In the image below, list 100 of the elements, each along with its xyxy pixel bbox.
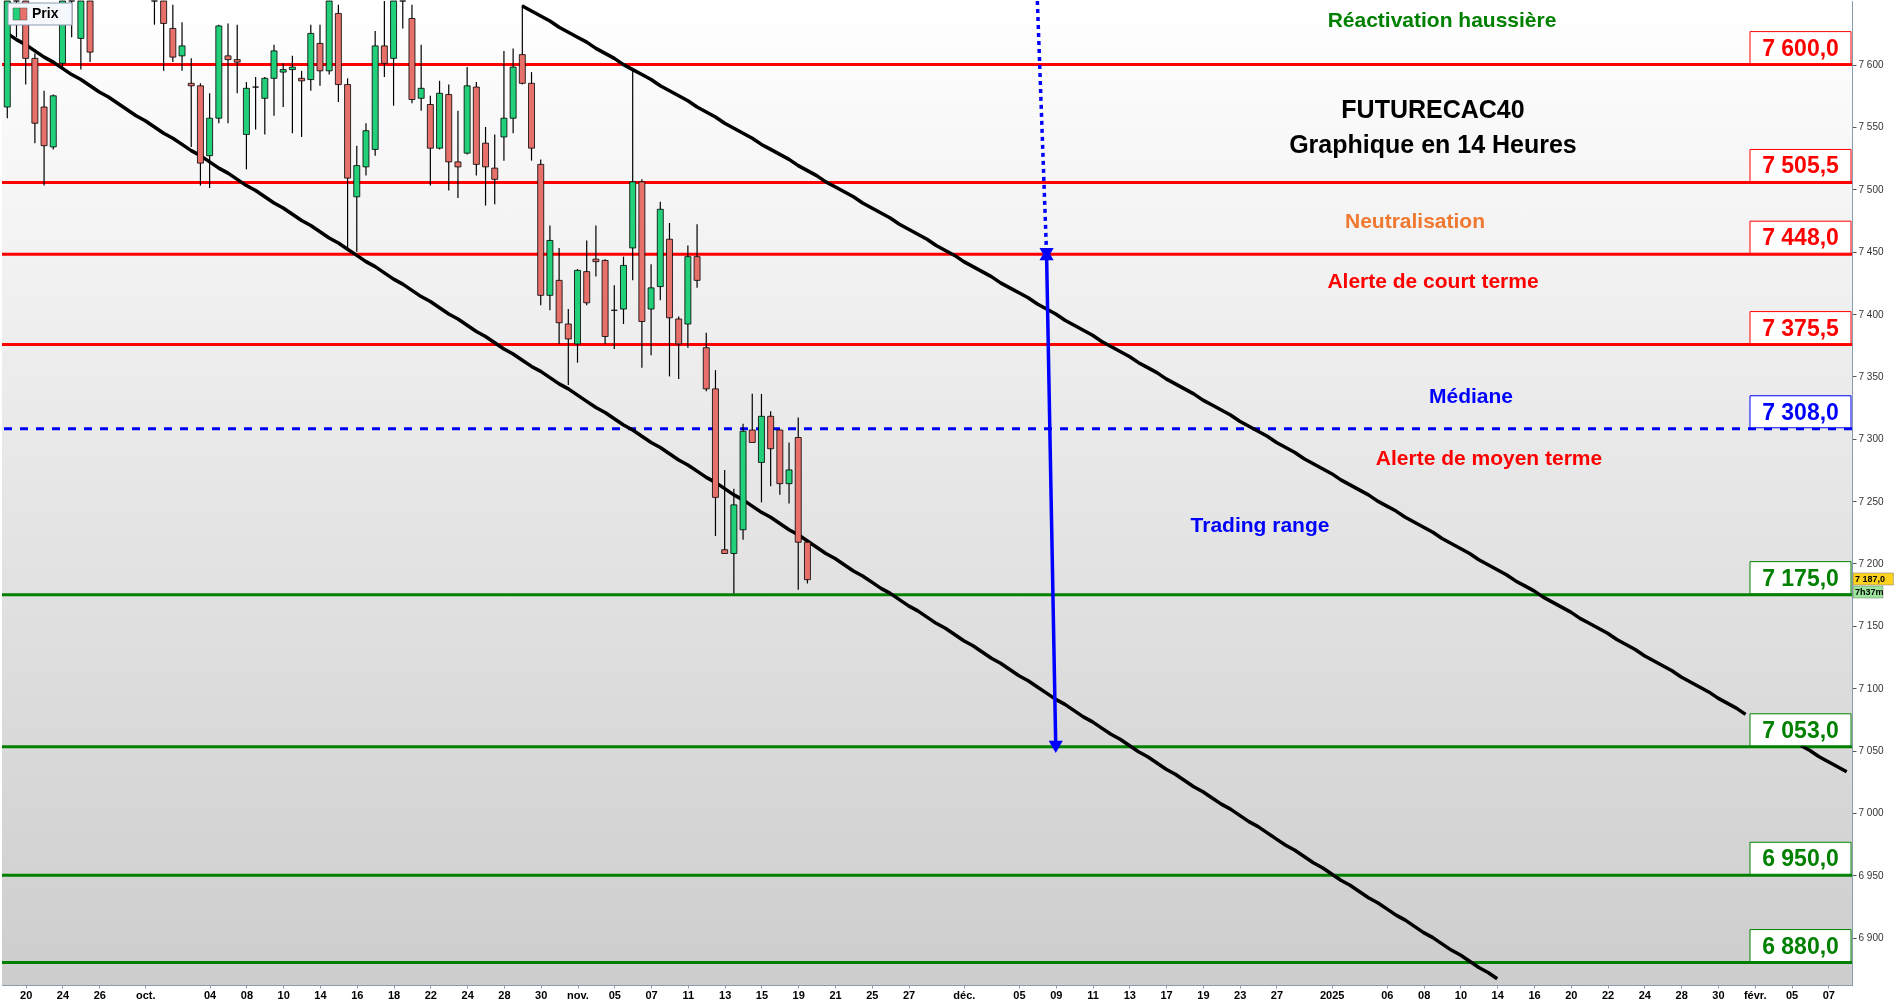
candlestick [178,21,186,72]
x-tick-label: oct. [135,988,156,1001]
x-tick-label: 13 [1123,988,1136,1001]
x-tick-label: 24 [1638,988,1652,1001]
y-tick-label: 7 200 [1858,557,1884,569]
x-tick-label: 04 [204,988,218,1001]
text: FUTURECAC40 [1341,95,1525,123]
annotation: Alerte de moyen terme [1375,446,1603,469]
x-tick-label: 11 [1087,988,1099,1001]
x-tick-label: nov. [567,988,589,1001]
annotation: Alerte de court terme [1327,269,1539,292]
x-tick-label: 24 [56,988,70,1001]
x-tick-label: 24 [461,988,475,1001]
x-tick-label: 14 [1491,988,1505,1001]
candlestick [454,110,462,199]
y-tick-label: 7 400 [1858,308,1884,320]
candlestick [279,62,287,108]
x-tick-label: 07 [645,988,658,1001]
ref-line-label: 7 175,0 [1762,564,1839,591]
candlestick [564,308,572,386]
y-tick-label: 7 300 [1858,433,1884,445]
x-tick-label: 2025 [1319,988,1345,1001]
candlestick [252,76,260,131]
x-tick-label: 11 [682,988,695,1001]
ref-line-label: 7 375,5 [1762,314,1840,341]
x-tick-label: 17 [1160,988,1173,1001]
ref-line-label: 7 448,0 [1762,224,1839,251]
candlestick [399,0,407,30]
annotation: Trading range [1190,513,1330,536]
x-tick-label: déc. [953,988,976,1001]
annotation: Réactivation haussière [1327,8,1557,31]
y-tick-label: 7 250 [1858,495,1884,507]
x-tick-label: 05 [1013,988,1026,1001]
candlestick [160,0,168,72]
y-tick-label: 7 150 [1858,620,1884,632]
x-tick-label: 26 [93,988,106,1001]
candlestick [289,55,296,134]
y-tick-label: 7 000 [1858,807,1884,819]
x-tick-label: 10 [1454,988,1468,1001]
y-tick-label: 7 550 [1858,121,1884,133]
x-tick-label: 05 [608,988,621,1001]
x-tick-label: 08 [1418,988,1431,1001]
x-tick-label: 06 [1381,988,1394,1001]
ref-line-label: 6 950,0 [1762,845,1839,872]
y-tick-label: 7 100 [1858,682,1884,694]
x-tick-label: 20 [1565,988,1578,1001]
x-tick-label: 19 [1197,988,1210,1001]
x-tick-label: 30 [1712,988,1725,1001]
y-tick-label: 7 050 [1858,745,1884,757]
legend-label: Prix [32,5,59,21]
candlestick [151,0,158,26]
text: 7h37m [1855,587,1884,597]
x-tick-label: 19 [792,988,805,1001]
y-tick-label: 6 950 [1858,869,1884,881]
x-tick-label: 16 [351,988,364,1001]
candlestick [380,0,388,78]
x-tick-label: 20 [20,988,33,1001]
x-tick-label: 05 [1785,988,1799,1001]
candlestick [748,393,756,444]
candlestick [482,126,489,207]
candlestick [721,469,729,555]
x-tick-label: 18 [387,988,401,1001]
text: Graphique en 14 Heures [1289,130,1577,158]
candlestick [298,70,305,138]
x-tick-label: 22 [1601,988,1615,1001]
x-tick-label: 23 [1234,988,1247,1001]
x-tick-label: 15 [755,988,769,1001]
candlestick [491,133,499,205]
x-tick-label: 13 [719,988,732,1001]
ref-line-label: 6 880,0 [1762,932,1839,959]
x-tick-label: 16 [1528,988,1541,1001]
y-tick-label: 6 900 [1858,932,1884,944]
ref-line-label: 7 600,0 [1762,34,1839,61]
y-tick-label: 7 600 [1858,59,1884,71]
x-tick-label: 22 [424,988,437,1001]
ref-line-label: 7 505,5 [1762,152,1840,179]
x-tick-label: 30 [535,988,548,1001]
x-tick-label: 25 [866,988,879,1001]
x-tick-label: 08 [240,988,254,1001]
x-tick-label: 28 [498,988,511,1001]
x-tick-label: 07 [1822,988,1835,1001]
ref-line-label: 7 053,0 [1762,716,1839,743]
x-tick-label: 28 [1675,988,1688,1001]
y-tick-label: 7 450 [1858,246,1884,258]
candlestick [417,44,425,112]
x-tick-label: 27 [1270,988,1284,1001]
candlestick [233,24,241,94]
x-tick-label: 27 [902,988,916,1001]
y-tick-label: 7 350 [1858,370,1884,382]
x-tick-label: 21 [829,988,842,1001]
candlestick [785,441,793,505]
y-tick-label: 7 500 [1858,183,1884,195]
candlestick [224,22,232,124]
x-tick-label: 10 [277,988,290,1001]
annotation: Médiane [1428,384,1514,407]
x-tick-label: févr. [1743,988,1767,1001]
candlestick [261,76,269,136]
text: 7 187,0 [1855,574,1886,584]
annotation: Neutralisation [1344,209,1486,232]
x-tick-label: 09 [1050,988,1063,1001]
